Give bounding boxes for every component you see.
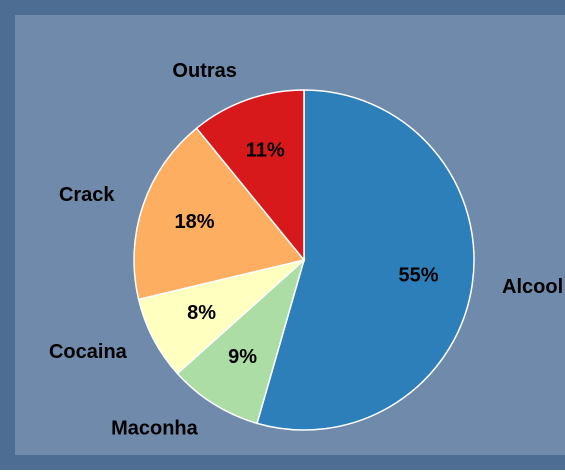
category-label: Maconha	[111, 418, 199, 440]
value-label: 8%	[187, 302, 216, 324]
pie-slice	[176, 257, 306, 425]
pie-slice	[195, 89, 305, 263]
pie-slice	[256, 89, 475, 431]
value-label: 11%	[246, 139, 285, 161]
category-label: Crack	[59, 184, 115, 206]
category-label: Alcool	[502, 276, 563, 298]
value-label: 55%	[398, 264, 438, 286]
category-label: Outras	[172, 60, 236, 82]
pie-slice	[133, 127, 306, 301]
value-label: 18%	[174, 211, 214, 233]
value-label: 9%	[228, 346, 257, 368]
category-label: Cocaina	[49, 341, 128, 363]
